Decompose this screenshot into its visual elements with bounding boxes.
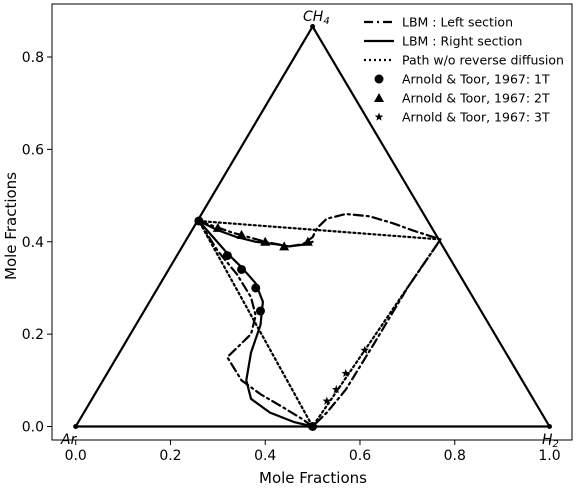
marker-3t: [360, 345, 369, 354]
x-tick-label: 0.4: [254, 448, 276, 464]
legend-label: Path w/o reverse diffusion: [402, 53, 564, 68]
series-layer: [197, 212, 442, 428]
marker-1t: [255, 306, 265, 316]
marker-3t: [322, 396, 332, 405]
marker-2t: [302, 236, 313, 246]
marker-2t: [279, 241, 290, 251]
triangle-vertex: [547, 424, 552, 429]
y-tick-label: 0.6: [22, 142, 44, 158]
series-line-dotted: [197, 219, 442, 428]
legend-label: Arnold & Toor, 1967: 3T: [402, 110, 550, 125]
marker-2t: [236, 229, 247, 239]
vertex-label-ar: Ar: [60, 432, 78, 448]
x-tick-label: 0.0: [65, 448, 87, 464]
axes-box: [51, 3, 573, 441]
marker-1t: [222, 251, 232, 261]
legend-label: LBM : Left section: [402, 15, 513, 30]
marker-1t: [308, 422, 318, 431]
marker-2t: [260, 236, 271, 246]
triangle-outline: [73, 24, 552, 428]
legend-label: Arnold & Toor, 1967: 1T: [402, 72, 550, 87]
marker-2t: [212, 222, 223, 232]
series-line-dashdot: [197, 219, 314, 428]
legend-marker-3t: [374, 112, 384, 121]
marker-1t: [251, 283, 261, 293]
triangle-vertex: [73, 424, 79, 429]
vertex-label-ch4: CH4: [303, 9, 330, 27]
legend-label: Arnold & Toor, 1967: 2T: [402, 91, 550, 106]
marker-3t: [341, 368, 351, 378]
markers-layer: [194, 216, 369, 431]
y-axis-label: Mole Fractions: [2, 172, 20, 280]
y-tick-label: 0.4: [22, 235, 44, 251]
y-tick-label: 0.8: [22, 50, 44, 66]
x-axis: 0.0 0.2 0.4 0.6 0.8 1.0: [65, 440, 561, 464]
legend-marker-2t: [374, 93, 384, 102]
x-axis-label: Mole Fractions: [259, 469, 367, 487]
marker-1t: [237, 264, 247, 274]
legend: LBM : Left section LBM : Right section Pat…: [364, 15, 564, 125]
x-tick-label: 1.0: [538, 448, 560, 464]
y-tick-label: 0.2: [22, 327, 44, 343]
plot-frame: [51, 3, 573, 441]
legend-label: LBM : Right section: [402, 34, 522, 49]
x-tick-label: 0.8: [444, 448, 466, 464]
marker-3t: [332, 385, 341, 394]
y-tick-label: 0.0: [22, 420, 44, 436]
series-line-dashdot: [197, 212, 442, 428]
vertex-label-h2: H2: [542, 432, 559, 450]
legend-marker-1t: [374, 74, 384, 84]
x-tick-label: 0.2: [159, 448, 181, 464]
marker-1t: [194, 216, 204, 226]
y-axis: 0.0 0.2 0.4 0.6 0.8: [22, 50, 52, 436]
triangle-vertex: [310, 24, 316, 30]
x-tick-label: 0.6: [349, 448, 371, 464]
